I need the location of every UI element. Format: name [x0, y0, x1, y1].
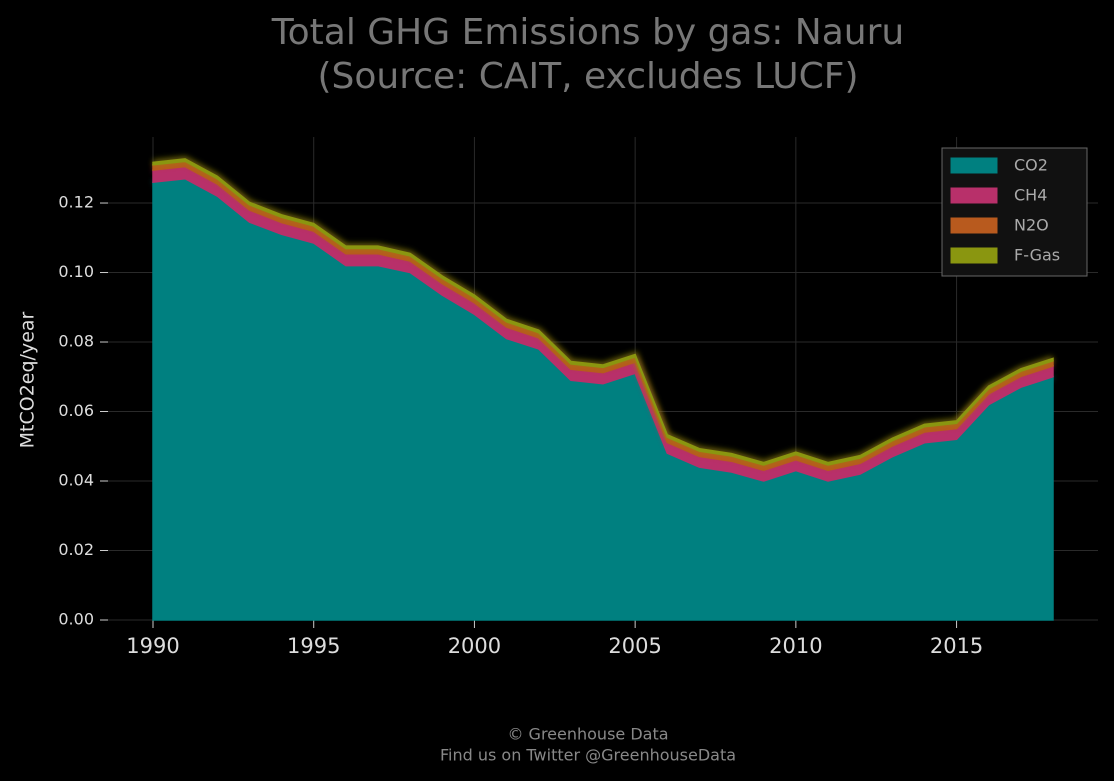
y-tick-label: 0.06 [58, 401, 94, 420]
y-tick-label: 0.00 [58, 610, 94, 629]
x-tick-label: 2005 [608, 634, 661, 658]
x-tick-label: 2000 [448, 634, 501, 658]
legend-swatch [950, 217, 998, 234]
y-axis-label: MtCO2eq/year [17, 311, 39, 448]
y-tick-label: 0.08 [58, 332, 94, 351]
legend-swatch [950, 187, 998, 204]
y-tick-label: 0.12 [58, 193, 94, 212]
x-tick-label: 2015 [930, 634, 983, 658]
legend-swatch [950, 247, 998, 264]
legend-label: CO2 [1014, 156, 1048, 175]
legend-label: F-Gas [1014, 246, 1060, 265]
legend-swatch [950, 157, 998, 174]
y-tick-label: 0.02 [58, 540, 94, 559]
x-tick-label: 2010 [769, 634, 822, 658]
y-tick-label: 0.04 [58, 471, 94, 490]
x-tick-label: 1995 [287, 634, 340, 658]
legend-label: CH4 [1014, 186, 1047, 205]
legend-label: N2O [1014, 216, 1049, 235]
x-tick-label: 1990 [126, 634, 179, 658]
footer: Find us on Twitter @GreenhouseData [440, 746, 736, 765]
footer: © Greenhouse Data [507, 725, 668, 744]
area [152, 158, 1054, 466]
y-tick-label: 0.10 [58, 262, 94, 281]
chart-subtitle: (Source: CAIT, excludes LUCF) [317, 56, 858, 97]
chart-title: Total GHG Emissions by gas: Nauru [271, 12, 904, 53]
